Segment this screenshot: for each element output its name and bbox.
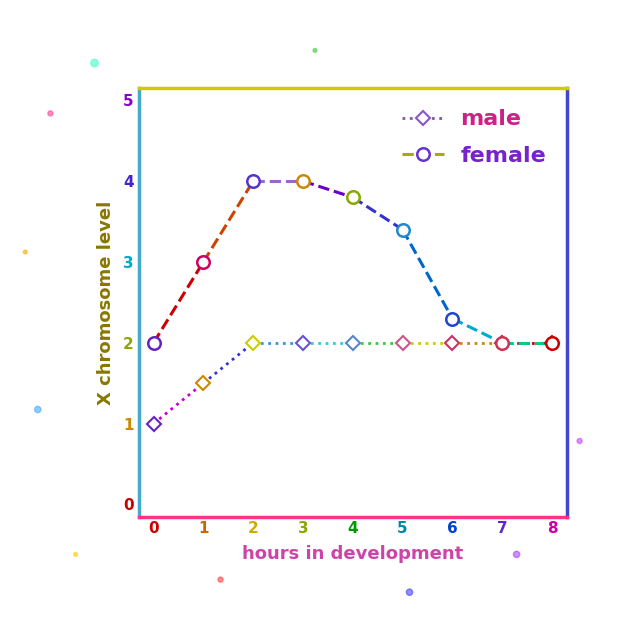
X-axis label: hours in development: hours in development [242, 545, 464, 563]
Y-axis label: X chromosome level: X chromosome level [96, 200, 115, 404]
Legend: male, female: male, female [392, 99, 556, 176]
